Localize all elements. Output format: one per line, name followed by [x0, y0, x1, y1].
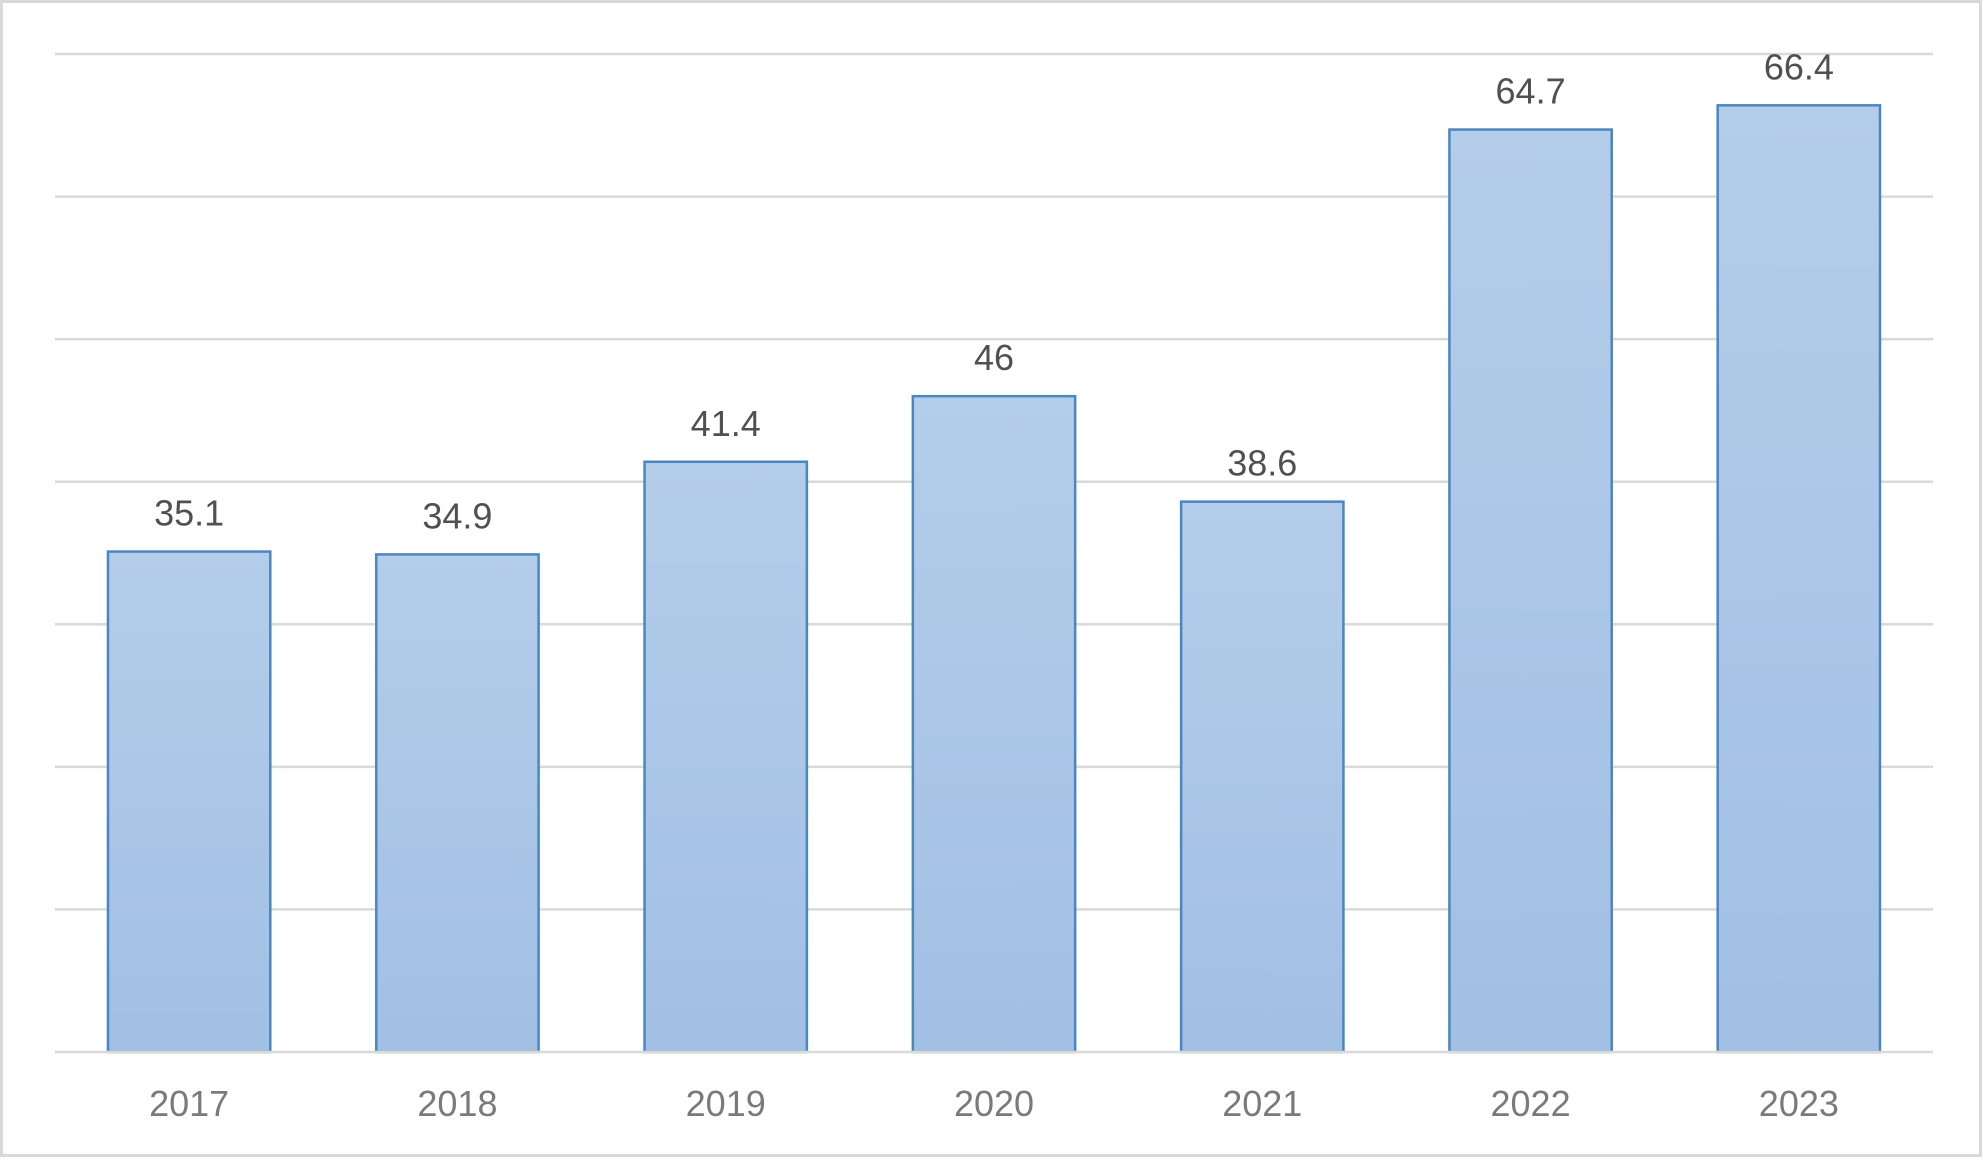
data-label-2022: 64.7: [1496, 71, 1566, 112]
bar-2023: [1716, 104, 1882, 1054]
data-labels: 35.1 34.9 41.4 46 38.6 64.7 66.4: [154, 46, 1834, 536]
data-label-2021: 38.6: [1227, 443, 1297, 484]
x-tick-labels: 2017 2018 2019 2020 2021 2022 2023: [149, 1083, 1839, 1124]
data-label-2019: 41.4: [691, 403, 761, 444]
x-tick-label-2022: 2022: [1491, 1083, 1571, 1124]
bar-2021: [1179, 500, 1345, 1054]
data-label-2020: 46: [974, 337, 1014, 378]
bar-2020: [911, 394, 1077, 1054]
x-tick-label-2023: 2023: [1759, 1083, 1839, 1124]
x-tick-label-2018: 2018: [417, 1083, 497, 1124]
bar-2017: [106, 550, 272, 1054]
data-label-2018: 34.9: [422, 495, 492, 536]
data-label-2017: 35.1: [154, 493, 224, 534]
x-tick-label-2017: 2017: [149, 1083, 229, 1124]
x-tick-label-2021: 2021: [1222, 1083, 1302, 1124]
bars: [106, 104, 1882, 1054]
x-tick-label-2019: 2019: [686, 1083, 766, 1124]
x-tick-label-2020: 2020: [954, 1083, 1034, 1124]
bar-2022: [1448, 128, 1613, 1054]
bar-2018: [375, 553, 540, 1054]
bar-2019: [643, 460, 809, 1054]
data-label-2023: 66.4: [1764, 46, 1834, 87]
